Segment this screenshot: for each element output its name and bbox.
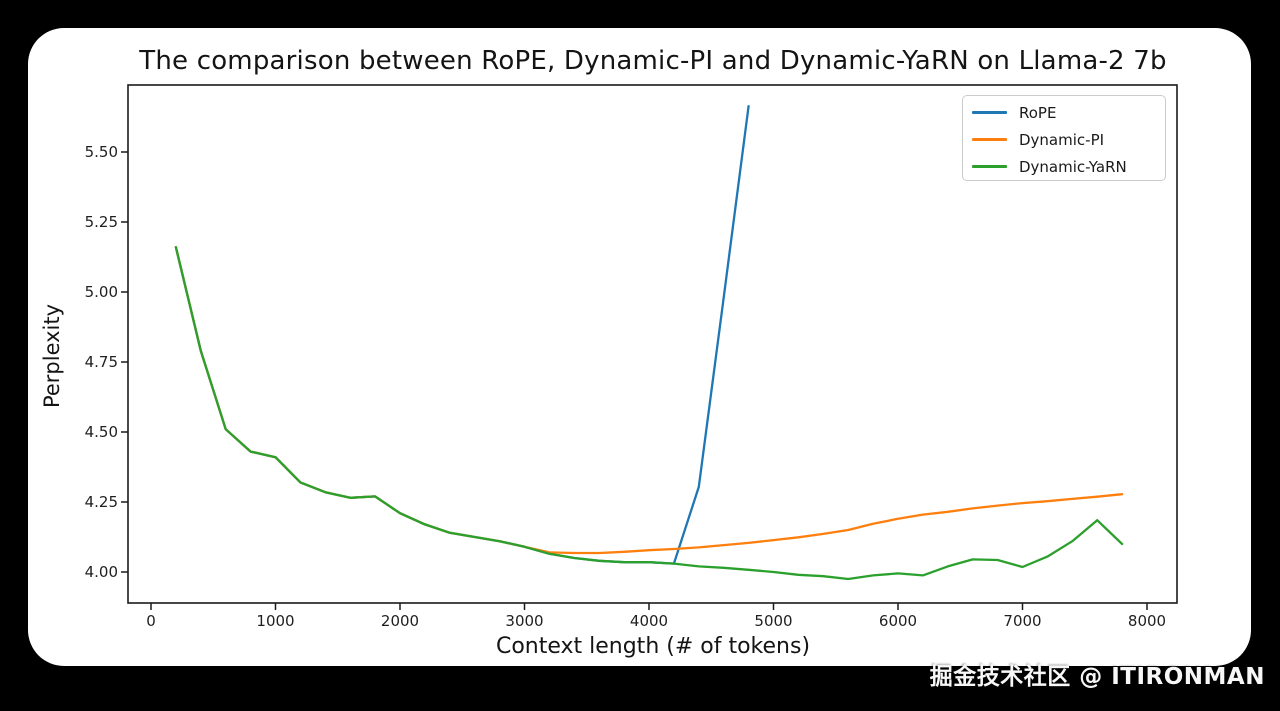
- x-tick-label: 1000: [256, 612, 295, 630]
- x-tick-label: 6000: [878, 612, 918, 630]
- y-tick-label: 5.50: [84, 143, 118, 161]
- x-tick-label: 7000: [1003, 612, 1042, 630]
- legend-line-sample: [972, 165, 1007, 168]
- y-tick-label: 4.00: [84, 563, 118, 581]
- legend-label: Dynamic-PI: [1019, 130, 1105, 149]
- watermark-text: 掘金技术社区 @ ITIRONMAN: [929, 664, 1265, 690]
- x-tick-label: 2000: [380, 612, 420, 630]
- y-tick-label: 4.50: [84, 423, 118, 441]
- x-tick-label: 5000: [754, 612, 793, 630]
- y-tick-label: 4.25: [84, 493, 118, 511]
- legend-label: Dynamic-YaRN: [1019, 157, 1127, 176]
- legend-line-sample: [972, 111, 1007, 114]
- y-tick-label: 5.25: [84, 213, 118, 231]
- legend-label: RoPE: [1019, 103, 1057, 122]
- y-tick-label: 5.00: [84, 283, 118, 301]
- y-axis-label: Perplexity: [40, 303, 64, 409]
- x-axis-label: Context length (# of tokens): [495, 634, 811, 659]
- legend-item-dynamic-pi: Dynamic-PI: [972, 126, 1165, 153]
- x-tick-label: 8000: [1127, 612, 1167, 630]
- legend-item-dynamic-yarn: Dynamic-YaRN: [972, 153, 1165, 180]
- x-tick-label: 0: [146, 612, 156, 630]
- x-tick-label: 4000: [629, 612, 669, 630]
- y-tick-label: 4.75: [84, 353, 118, 371]
- chart-title: The comparison between RoPE, Dynamic-PI …: [139, 46, 1167, 76]
- x-tick-label: 3000: [505, 612, 544, 630]
- legend-line-sample: [972, 138, 1007, 141]
- legend-item-rope: RoPE: [972, 99, 1165, 126]
- legend-box: RoPE Dynamic-PI Dynamic-YaRN: [962, 95, 1166, 181]
